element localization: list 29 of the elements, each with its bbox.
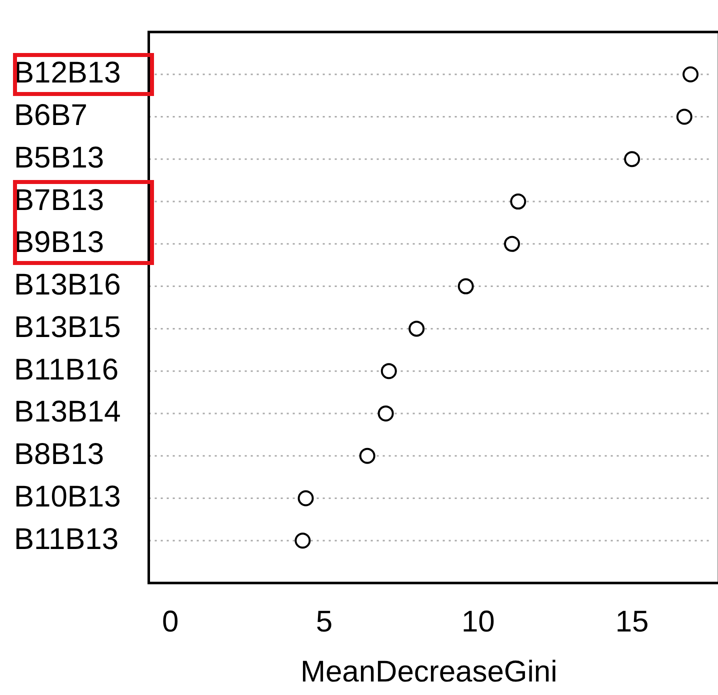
x-tick-label: 15: [615, 605, 649, 638]
y-tick-label: B11B13: [14, 522, 119, 556]
y-tick-label: B11B16: [14, 353, 119, 386]
point: [682, 66, 699, 82]
y-tick-label: B13B16: [14, 268, 121, 302]
point: [624, 151, 640, 168]
point: [380, 363, 397, 380]
x-axis-title: MeanDecreaseGini: [300, 655, 558, 688]
point: [504, 236, 520, 252]
y-tick-label: B7B13: [14, 184, 104, 217]
x-tick-label: 0: [162, 605, 179, 638]
point: [378, 405, 394, 422]
y-tick-label: B13B14: [14, 396, 121, 429]
point: [676, 108, 692, 125]
y-tick-label: B13B15: [14, 310, 121, 344]
y-tick-label: B10B13: [14, 480, 121, 514]
y-tick-label: B9B13: [14, 226, 104, 260]
point: [408, 320, 425, 337]
x-tick-label: 5: [316, 605, 333, 638]
y-tick-label: B6B7: [14, 99, 88, 132]
point: [458, 278, 474, 294]
point: [298, 490, 314, 506]
y-tick-label: B12B13: [14, 56, 121, 90]
point: [294, 532, 311, 549]
y-tick-label: B5B13: [14, 141, 104, 174]
point: [359, 448, 376, 464]
x-tick-label: 10: [461, 605, 495, 638]
y-tick-label: B8B13: [14, 438, 104, 472]
point: [510, 194, 526, 210]
